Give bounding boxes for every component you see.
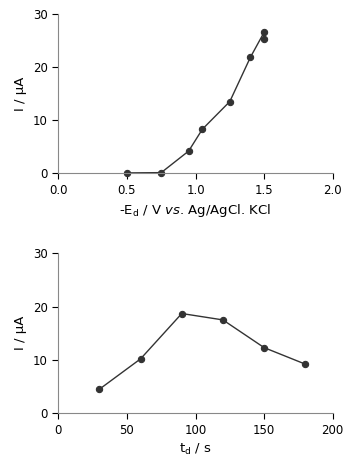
X-axis label: t$_\mathregular{d}$ / s: t$_\mathregular{d}$ / s xyxy=(179,442,212,454)
Y-axis label: I / μA: I / μA xyxy=(14,316,27,350)
Y-axis label: I / μA: I / μA xyxy=(14,76,27,111)
X-axis label: -E$_\mathregular{d}$ / V $\it{vs}$. Ag/AgCl. KCl: -E$_\mathregular{d}$ / V $\it{vs}$. Ag/A… xyxy=(119,202,272,219)
